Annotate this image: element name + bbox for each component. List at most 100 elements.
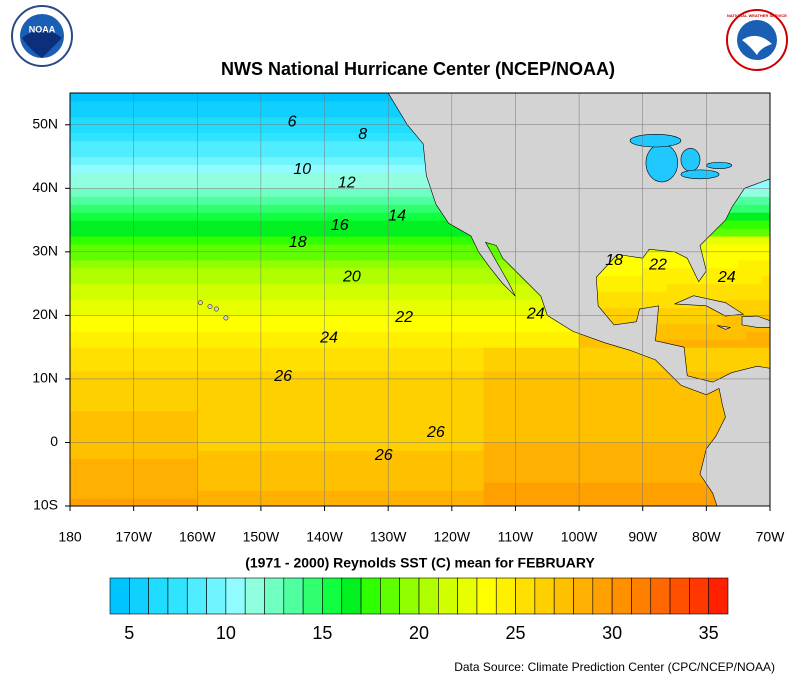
sst-cell [173,251,182,261]
sst-cell [125,410,135,420]
sst-cell [268,212,278,221]
sst-cell [117,378,127,388]
sst-cell [443,450,453,459]
sst-cell [133,426,143,436]
sst-cell [197,228,206,237]
sst-cell [229,458,238,467]
sst-cell [491,251,501,261]
colorbar-box [244,577,265,615]
sst-cell [316,386,326,396]
sst-cell [181,283,190,293]
sst-cell [483,363,493,372]
sst-cell [388,394,397,404]
sst-cell [443,251,453,261]
sst-cell [587,386,596,396]
sst-cell [189,442,198,452]
sst-cell [420,482,429,491]
sst-cell [101,132,111,142]
sst-cell [340,100,350,110]
sst-cell [229,180,238,189]
sst-cell [245,235,254,245]
sst-cell [332,228,342,237]
sst-cell [356,124,365,134]
sst-cell [507,498,517,506]
sst-cell [412,498,421,506]
sst-cell [268,148,278,158]
sst-cell [125,370,135,380]
sst-cell [396,156,405,166]
sst-cell [475,347,485,356]
sst-cell [467,394,477,404]
sst-cell [245,482,254,491]
sst-cell [157,355,167,364]
sst-cell [268,251,278,261]
sst-cell [117,307,127,316]
sst-cell [658,474,668,483]
sst-cell [730,235,739,245]
sst-cell [77,291,87,301]
sst-cell [666,394,676,404]
sst-cell [706,243,715,253]
sst-cell [213,307,222,316]
sst-cell [252,307,262,316]
sst-cell [595,370,604,380]
sst-cell [276,355,286,364]
sst-cell [221,394,230,404]
sst-cell [173,370,182,380]
sst-cell [650,378,660,388]
sst-cell [348,307,357,316]
sst-cell [698,315,707,324]
sst-cell [205,402,214,412]
sst-cell [579,355,588,364]
sst-cell [173,331,182,340]
sst-cell [197,140,206,150]
sst-cell [237,347,246,356]
sst-cell [284,132,294,142]
sst-cell [77,251,87,261]
sst-cell [507,283,517,293]
sst-cell [260,402,270,412]
sst-cell [85,108,95,118]
sst-cell [682,434,692,444]
sst-cell [451,426,461,436]
sst-cell [109,434,119,444]
sst-cell [205,458,214,467]
sst-cell [364,243,373,253]
sst-cell [300,204,310,213]
sst-cell [388,132,397,142]
sst-cell [77,355,87,364]
sst-cell [189,243,198,253]
sst-cell [523,299,532,309]
sst-cell [268,93,278,102]
sst-cell [364,251,373,261]
sst-cell [658,283,668,293]
sst-cell [380,212,389,221]
sst-cell [491,498,501,506]
sst-cell [626,259,636,269]
sst-cell [165,275,175,285]
sst-cell [181,323,190,332]
sst-cell [197,212,206,221]
sst-cell [181,243,190,253]
sst-cell [109,466,119,475]
sst-cell [491,394,501,404]
sst-cell [77,418,87,428]
sst-cell [308,490,318,499]
sst-cell [571,490,580,499]
sst-cell [189,315,198,324]
sst-cell [133,291,143,301]
sst-cell [372,378,381,388]
sst-cell [396,363,405,372]
sst-cell [364,323,373,332]
sst-cell [531,339,540,348]
sst-cell [595,363,604,372]
sst-cell [642,363,652,372]
sst-cell [213,355,222,364]
sst-cell [165,93,175,102]
sst-cell [77,116,87,126]
sst-cell [404,212,413,221]
sst-cell [738,339,747,348]
sst-cell [101,394,111,404]
sst-cell [268,243,278,253]
sst-cell [746,259,755,269]
